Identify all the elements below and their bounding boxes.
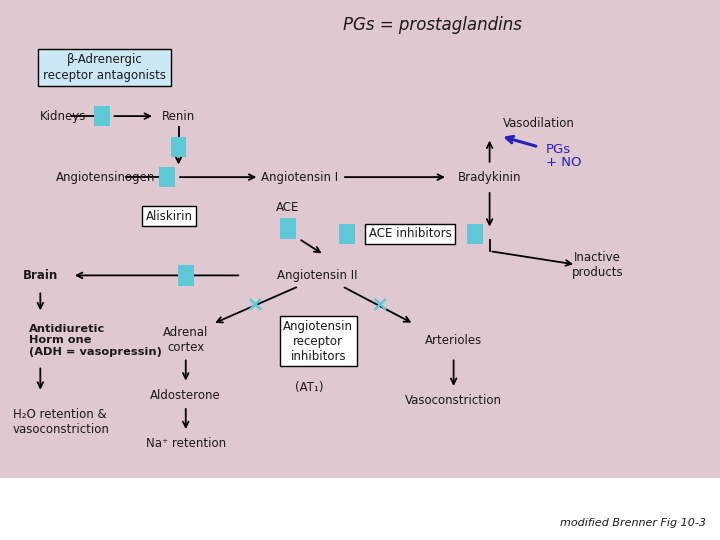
- Bar: [280, 218, 296, 239]
- Bar: [159, 167, 175, 187]
- Text: Vasoconstriction: Vasoconstriction: [405, 394, 502, 407]
- Text: Aldosterone: Aldosterone: [150, 389, 221, 402]
- Text: ACE: ACE: [276, 201, 300, 214]
- Text: Antidiuretic
Horm one
(ADH = vasopressin): Antidiuretic Horm one (ADH = vasopressin…: [29, 323, 162, 357]
- Bar: [0, 478, 720, 540]
- Text: ×: ×: [370, 294, 389, 314]
- Bar: [339, 224, 355, 244]
- Text: + NO: + NO: [546, 156, 581, 168]
- Text: Adrenal
cortex: Adrenal cortex: [163, 326, 209, 354]
- Text: Aliskirin: Aliskirin: [145, 210, 193, 222]
- Text: Angiotensinogen: Angiotensinogen: [56, 171, 156, 184]
- Text: modified Brenner Fig 10-3: modified Brenner Fig 10-3: [559, 518, 706, 528]
- Text: (AT₁): (AT₁): [295, 381, 324, 394]
- Text: H₂O retention &
vasoconstriction: H₂O retention & vasoconstriction: [13, 408, 110, 436]
- Text: ACE inhibitors: ACE inhibitors: [369, 227, 451, 240]
- Text: Angiotensin I: Angiotensin I: [261, 171, 338, 184]
- Text: PGs = prostaglandins: PGs = prostaglandins: [343, 16, 521, 34]
- Text: Vasodilation: Vasodilation: [503, 117, 575, 130]
- Text: Kidneys: Kidneys: [40, 110, 86, 123]
- Text: Renin: Renin: [162, 110, 195, 123]
- Bar: [467, 224, 483, 244]
- Bar: [178, 265, 194, 286]
- Text: Arterioles: Arterioles: [425, 334, 482, 347]
- Text: β-Adrenergic
receptor antagonists: β-Adrenergic receptor antagonists: [43, 53, 166, 82]
- Text: ×: ×: [245, 294, 264, 314]
- Text: Na⁺ retention: Na⁺ retention: [145, 437, 226, 450]
- Bar: [171, 137, 186, 157]
- Text: PGs: PGs: [546, 143, 571, 156]
- Text: Brain: Brain: [23, 269, 58, 282]
- Text: Bradykinin: Bradykinin: [458, 171, 521, 184]
- Text: Angiotensin II: Angiotensin II: [276, 269, 357, 282]
- Text: Inactive
products: Inactive products: [572, 251, 624, 279]
- Text: Angiotensin
receptor
inhibitors: Angiotensin receptor inhibitors: [283, 320, 354, 363]
- Bar: [94, 106, 110, 126]
